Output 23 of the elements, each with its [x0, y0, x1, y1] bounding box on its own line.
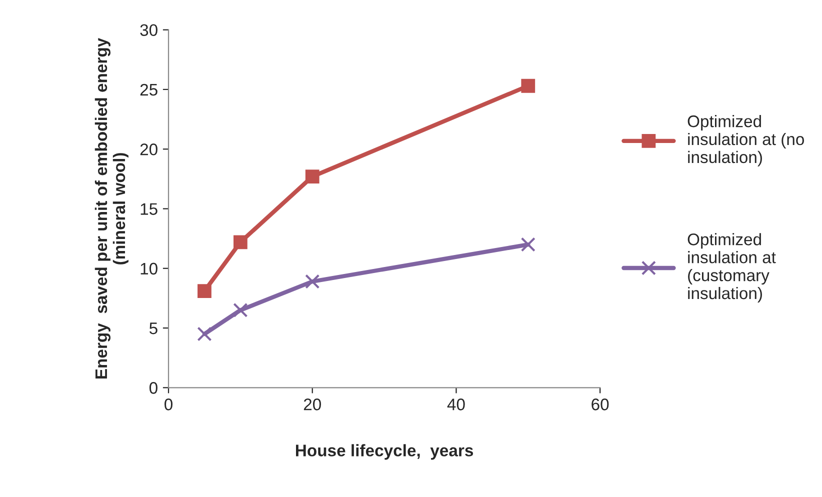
x-axis-title: House lifecycle, years	[296, 444, 474, 460]
y-tick-label: 5	[149, 322, 158, 334]
x-tick-label: 40	[447, 398, 465, 410]
point	[520, 237, 536, 252]
y-tick-label: 15	[140, 203, 158, 215]
y-tick-label: 20	[140, 144, 158, 156]
x-tick-label: 60	[592, 398, 609, 410]
y-tick-label: 25	[140, 84, 158, 96]
y-tick-label: 0	[149, 382, 158, 394]
point	[233, 302, 248, 318]
point	[198, 284, 212, 298]
point	[305, 274, 320, 289]
legend-label: Optimized insulation at (no insulation)	[688, 114, 804, 166]
point	[197, 326, 212, 342]
legend-label: Optimized insulation at (customary insulation)	[688, 233, 776, 302]
y-tick-label: 30	[140, 24, 158, 36]
point	[305, 170, 320, 184]
point	[233, 235, 248, 250]
point	[521, 78, 536, 93]
y-tick-label: 10	[140, 262, 158, 275]
x-tick-label: 0	[164, 398, 172, 410]
x-tick-label: 20	[304, 398, 321, 410]
y-axis-title: Energy saved per unit of embodied energy (mineral wool)	[94, 38, 128, 378]
